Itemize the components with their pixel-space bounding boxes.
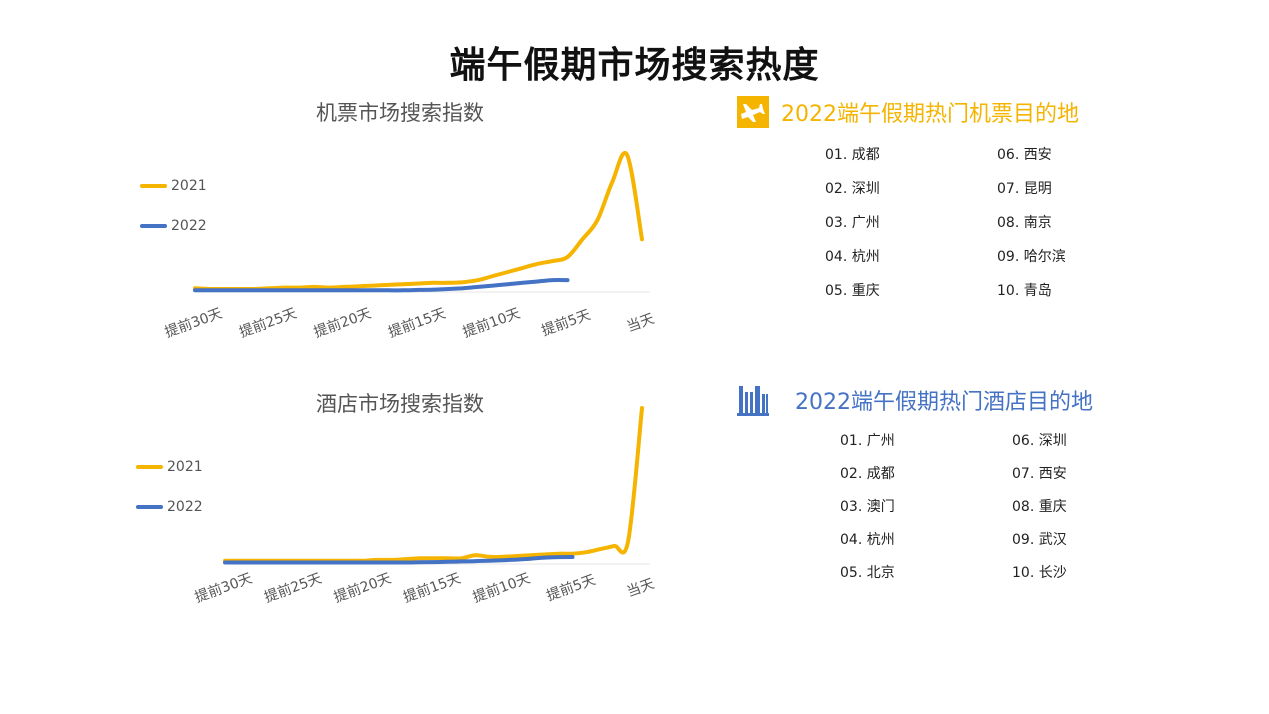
hotel-dest-item-8: 08. 重庆 — [1012, 499, 1067, 515]
flight-dest-header: 2022端午假期热门机票目的地 — [737, 96, 1237, 128]
flight-dest-item-9: 09. 哈尔滨 — [997, 249, 1066, 265]
hotel-dest-header: 2022端午假期热门酒店目的地 — [737, 384, 1237, 416]
series-line-2022 — [223, 555, 575, 565]
page-title: 端午假期市场搜索热度 — [449, 45, 820, 86]
flight-dest-item-4: 04. 杭州 — [825, 249, 880, 265]
hotel-destinations-panel: 2022端午假期热门酒店目的地 01. 广州 02. 成都 03. 澳门 04. 杭州… — [737, 384, 1237, 604]
flight-dest-list: 01. 成都 02. 深圳 03. 广州 04. 杭州 05. 重庆 06. 西安 07. … — [825, 144, 1125, 314]
hotel-dest-item-7: 07. 西安 — [1012, 466, 1067, 482]
legend-item-2022: 2022 — [136, 497, 203, 517]
x-tick-label: 当天 — [625, 311, 657, 336]
hotel-dest-item-1: 01. 广州 — [840, 433, 895, 449]
hotel-chart: 酒店市场搜索指数 2021 2022 提前30天 提前25天 提前20天 提前15天提… — [130, 382, 670, 642]
flight-chart-title: 机票市场搜索指数 — [316, 101, 484, 125]
flight-dest-item-8: 08. 南京 — [997, 215, 1052, 231]
x-tick-label: 提前5天 — [544, 571, 598, 604]
flight-chart-legend: 2021 2022 — [140, 176, 207, 256]
x-tick-label: 提前25天 — [262, 570, 324, 606]
flight-dest-item-10: 10. 青岛 — [997, 283, 1052, 299]
legend-swatch-2022 — [140, 224, 167, 228]
legend-label-2021: 2021 — [171, 178, 207, 194]
legend-item-2021: 2021 — [136, 457, 203, 477]
x-tick-label: 提前10天 — [470, 570, 532, 606]
hotel-dest-item-9: 09. 武汉 — [1012, 532, 1067, 548]
x-tick-label: 提前15天 — [401, 570, 463, 606]
flight-dest-title: 2022端午假期热门机票目的地 — [781, 102, 1079, 127]
hotel-dest-item-3: 03. 澳门 — [840, 499, 895, 515]
hotel-dest-item-10: 10. 长沙 — [1012, 565, 1067, 581]
hotel-dest-item-6: 06. 深圳 — [1012, 433, 1067, 449]
hotel-dest-item-5: 05. 北京 — [840, 565, 895, 581]
legend-label-2022: 2022 — [167, 499, 203, 515]
flight-dest-item-6: 06. 西安 — [997, 147, 1052, 163]
hotel-chart-title: 酒店市场搜索指数 — [316, 392, 484, 416]
flight-dest-item-7: 07. 昆明 — [997, 181, 1052, 197]
series-line-2021 — [193, 150, 644, 292]
legend-item-2021: 2021 — [140, 176, 207, 196]
series-line-2021 — [223, 406, 644, 563]
hotel-chart-legend: 2021 2022 — [136, 457, 203, 537]
airplane-icon — [737, 96, 769, 128]
legend-label-2022: 2022 — [171, 218, 207, 234]
x-tick-label: 提前30天 — [192, 570, 254, 606]
x-tick-label: 提前10天 — [460, 305, 522, 341]
hotel-building-icon — [737, 386, 769, 416]
hotel-dest-item-4: 04. 杭州 — [840, 532, 895, 548]
legend-swatch-2021 — [136, 465, 163, 469]
hotel-dest-title: 2022端午假期热门酒店目的地 — [795, 390, 1093, 415]
flight-dest-item-5: 05. 重庆 — [825, 283, 880, 299]
flight-chart: 机票市场搜索指数 2021 2022 提前30天 提前25天 提前20天 提前15天提… — [130, 95, 670, 355]
legend-label-2021: 2021 — [167, 459, 203, 475]
hotel-dest-list: 01. 广州 02. 成都 03. 澳门 04. 杭州 05. 北京 06. 深圳 07. … — [840, 430, 1140, 600]
x-tick-label: 提前25天 — [237, 305, 299, 341]
legend-swatch-2022 — [136, 505, 163, 509]
flight-chart-svg: 提前30天 提前25天 提前20天 提前15天 提前10天 提前5天 当天 — [162, 150, 657, 341]
legend-swatch-2021 — [140, 184, 167, 188]
legend-item-2022: 2022 — [140, 216, 207, 236]
flight-dest-item-2: 02. 深圳 — [825, 181, 880, 197]
hotel-chart-svg: 提前30天 提前25天 提前20天 提前15天 提前10天 提前5天 当天 — [192, 406, 657, 606]
x-tick-label: 提前20天 — [331, 570, 393, 606]
x-tick-label: 提前15天 — [386, 305, 448, 341]
flight-dest-item-3: 03. 广州 — [825, 215, 880, 231]
flight-dest-item-1: 01. 成都 — [825, 147, 880, 163]
x-tick-label: 提前20天 — [311, 305, 373, 341]
x-tick-label: 提前30天 — [162, 305, 224, 341]
flight-destinations-panel: 2022端午假期热门机票目的地 01. 成都 02. 深圳 03. 广州 04. 杭州… — [737, 96, 1237, 316]
x-tick-label: 当天 — [625, 576, 657, 601]
hotel-dest-item-2: 02. 成都 — [840, 466, 895, 482]
x-tick-label: 提前5天 — [539, 306, 593, 339]
series-line-2022 — [193, 278, 570, 293]
